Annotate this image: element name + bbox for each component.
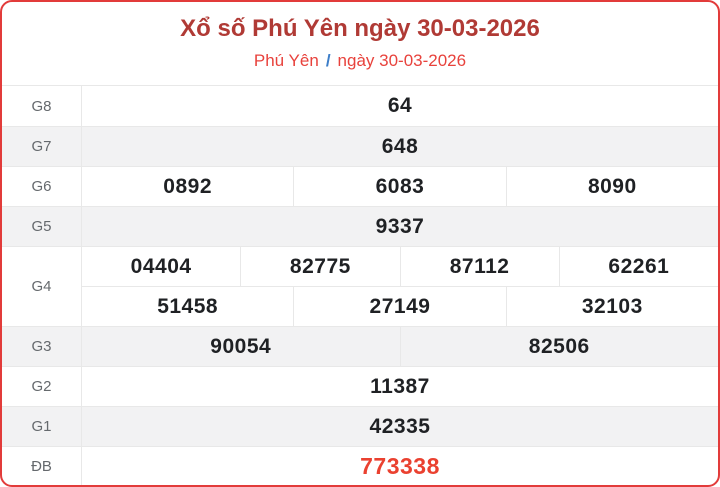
prize-value: 64 <box>387 94 413 117</box>
prize-value: 648 <box>381 134 419 158</box>
prize-row-g7: G7 648 <box>2 126 718 166</box>
prize-value: 42335 <box>369 414 431 438</box>
prize-row-g5: G5 9337 <box>2 206 718 246</box>
prize-label: G5 <box>2 207 82 246</box>
prize-value: 82506 <box>399 327 719 366</box>
prize-row-db: ĐB 773338 <box>2 446 718 485</box>
prize-value: 6083 <box>293 167 505 206</box>
prize-row-g1: G1 42335 <box>2 406 718 446</box>
prize-label: G7 <box>2 127 82 166</box>
breadcrumb-date-link[interactable]: ngày 30-03-2026 <box>337 50 467 70</box>
prize-value: 82775 <box>240 247 399 286</box>
prize-row-g6: G6 0892 6083 8090 <box>2 166 718 206</box>
prize-row-g2: G2 11387 <box>2 366 718 406</box>
prize-value: 04404 <box>130 254 192 278</box>
results-table: G8 64 G7 648 G6 0892 6083 8090 G5 9337 <box>2 86 718 485</box>
prize-label: G6 <box>2 167 82 206</box>
breadcrumb-province-link[interactable]: Phú Yên <box>253 50 319 70</box>
prize-value: 0892 <box>163 174 213 198</box>
header: Xổ số Phú Yên ngày 30-03-2026 Phú Yên / … <box>2 2 718 86</box>
breadcrumb: Phú Yên / ngày 30-03-2026 <box>254 51 466 71</box>
prize-label: G1 <box>2 407 82 446</box>
prize-label: ĐB <box>2 447 82 485</box>
prize-value: 62261 <box>558 247 718 286</box>
prize-value: 9337 <box>375 214 425 238</box>
prize-row-g3: G3 90054 82506 <box>2 326 718 366</box>
breadcrumb-separator: / <box>325 50 331 70</box>
prize-value: 8090 <box>505 167 718 206</box>
prize-value: 32103 <box>505 287 718 326</box>
prize-value: 87112 <box>399 247 559 286</box>
prize-row-g8: G8 64 <box>2 86 718 126</box>
page-title: Xổ số Phú Yên ngày 30-03-2026 <box>180 15 540 43</box>
special-prize-value: 773338 <box>360 453 440 479</box>
prize-label: G2 <box>2 367 82 406</box>
prize-row-g4: G4 04404 82775 87112 62261 51458 27149 3… <box>2 246 718 326</box>
prize-label: G3 <box>2 327 82 366</box>
prize-value: 90054 <box>210 334 272 358</box>
prize-value: 11387 <box>370 374 430 398</box>
prize-label: G4 <box>2 247 82 326</box>
prize-value: 51458 <box>157 294 219 318</box>
prize-label: G8 <box>2 86 82 126</box>
prize-value: 27149 <box>293 287 505 326</box>
